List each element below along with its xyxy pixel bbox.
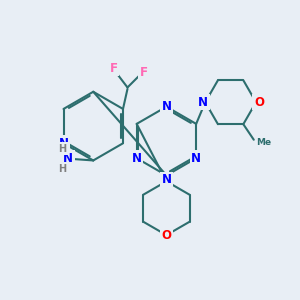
Text: F: F [110,61,117,74]
Text: H: H [58,143,66,154]
Text: N: N [58,137,68,150]
Text: N: N [132,152,142,165]
Text: O: O [254,96,264,109]
Text: F: F [140,66,148,79]
Text: N: N [161,173,171,186]
Text: Me: Me [256,138,271,147]
Text: N: N [191,152,201,165]
Text: H: H [58,164,66,174]
Text: O: O [161,229,171,242]
Text: N: N [161,100,171,113]
Text: N: N [198,96,208,109]
Text: N: N [63,152,73,165]
